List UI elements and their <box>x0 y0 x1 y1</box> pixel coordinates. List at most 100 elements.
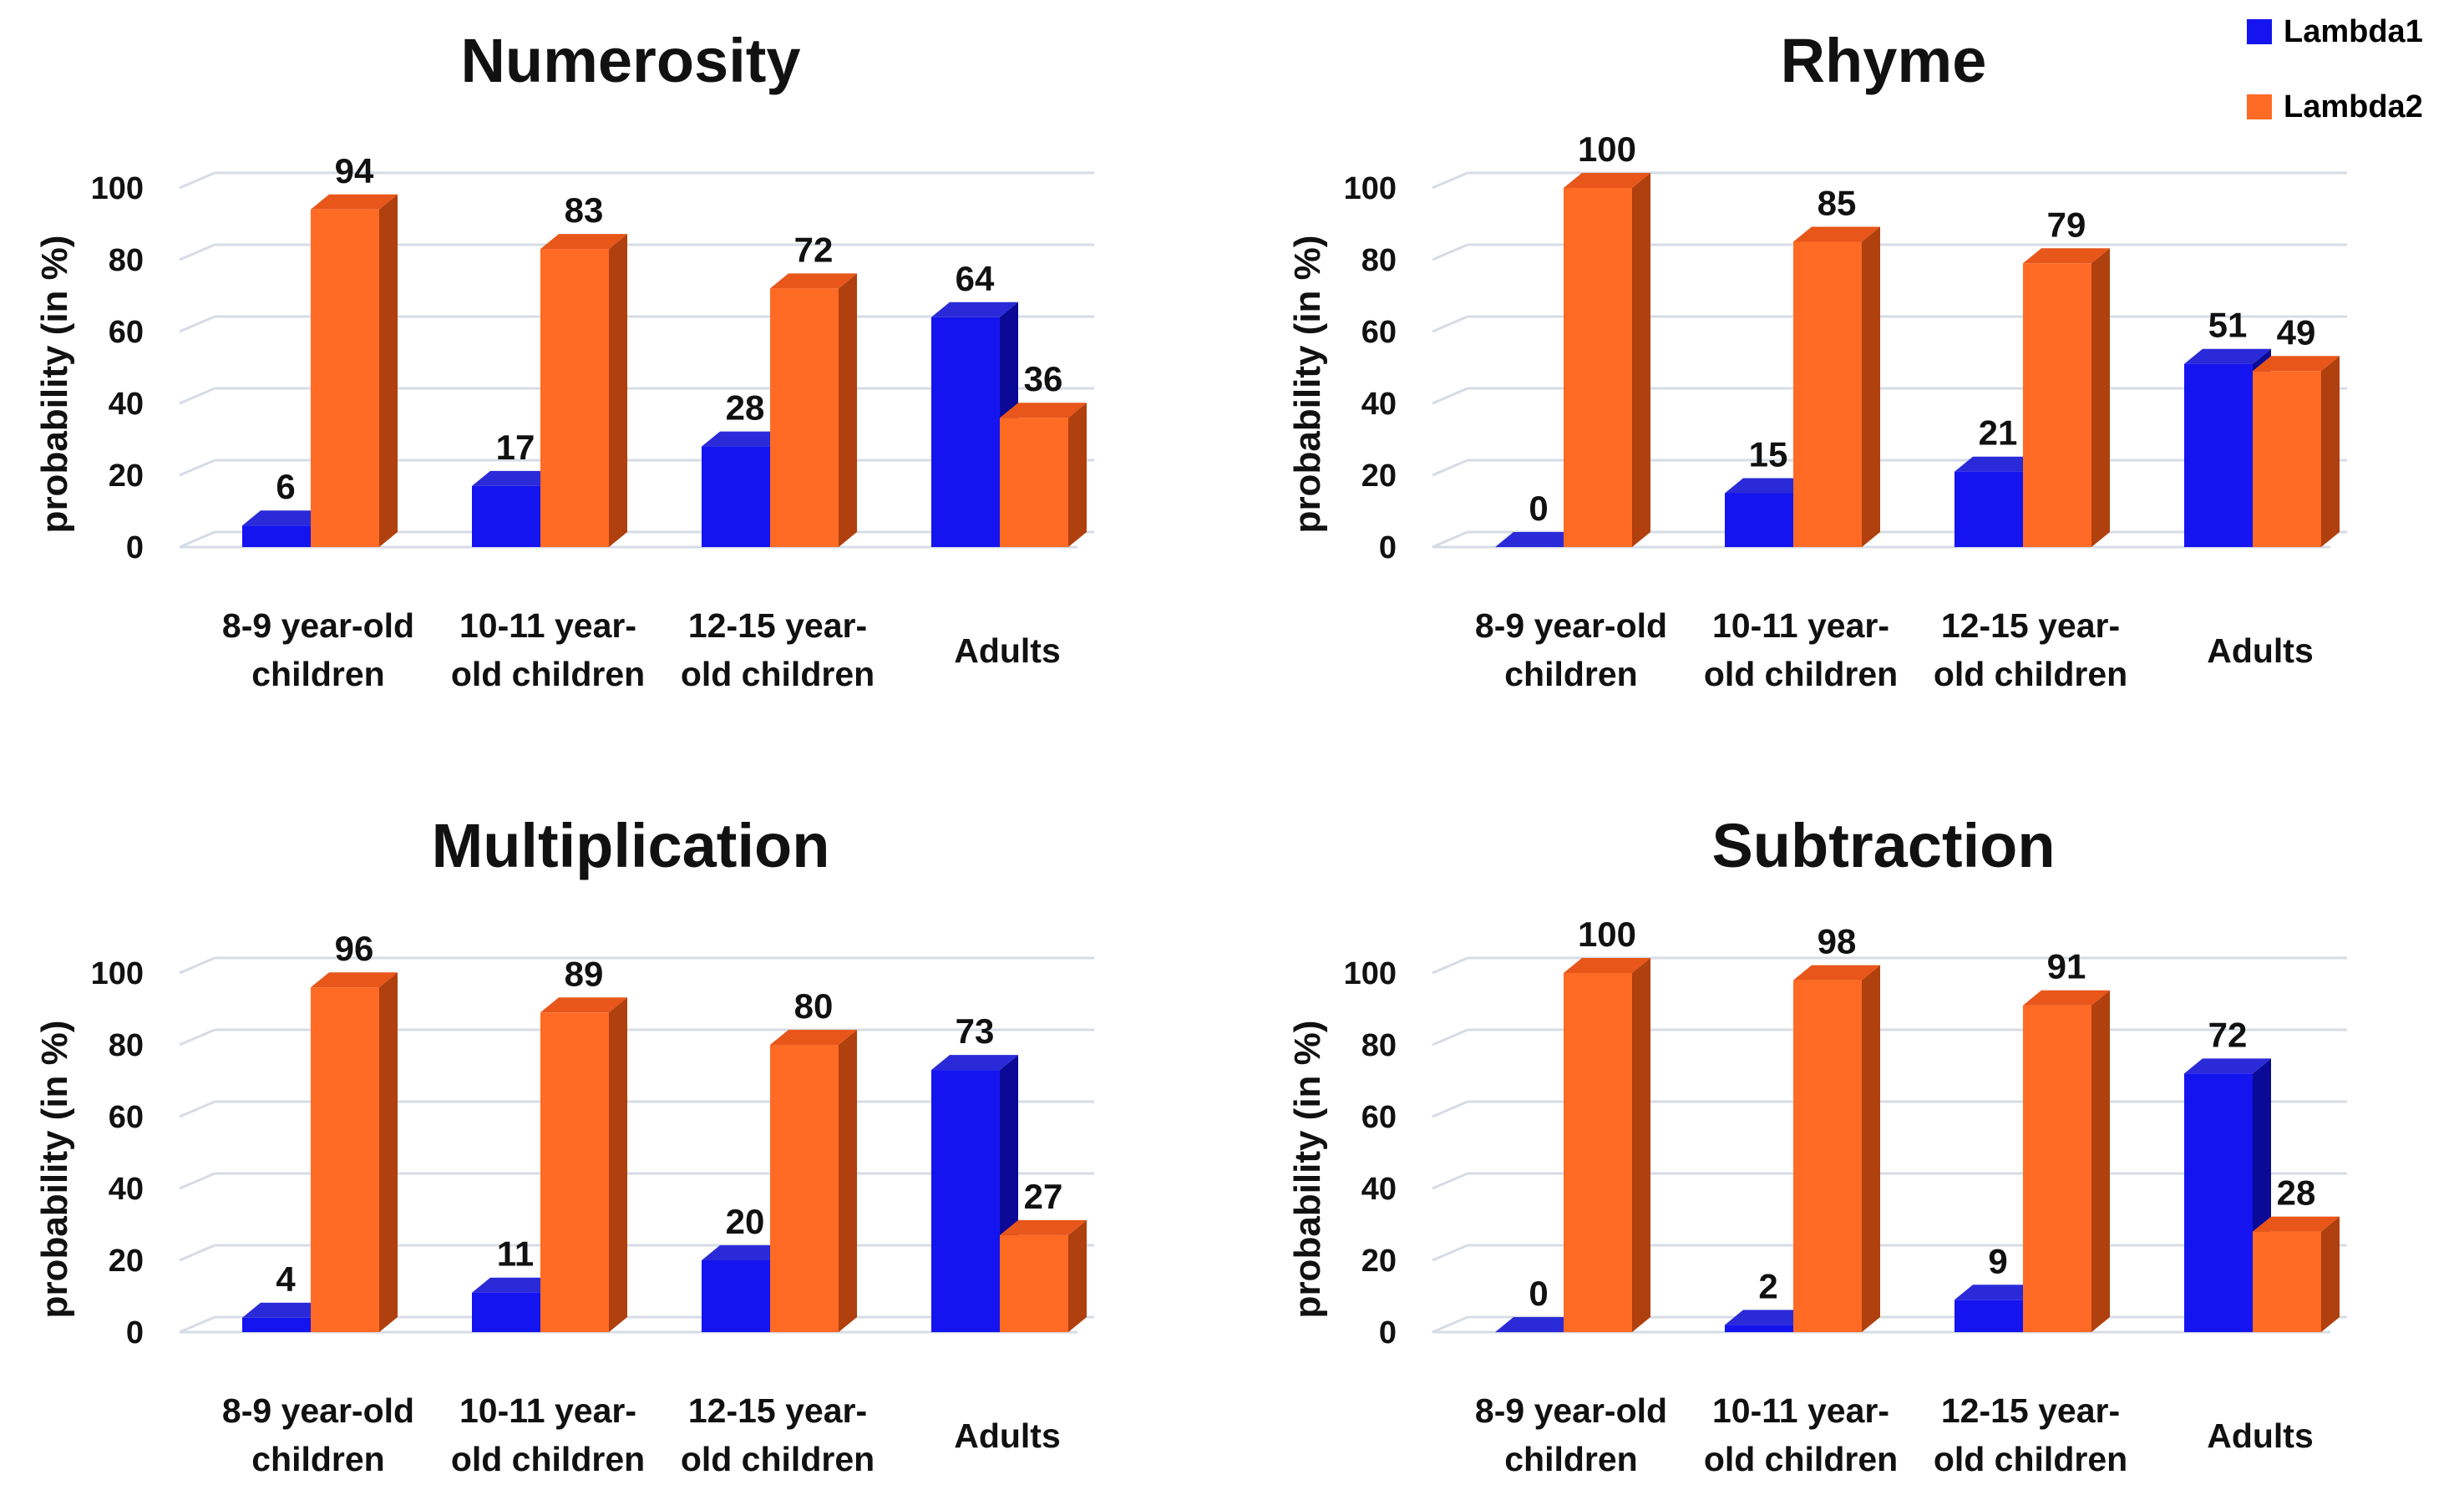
data-label: 28 <box>726 388 765 428</box>
y-tick-label: 60 <box>1361 315 1397 350</box>
bar-top <box>1725 478 1812 494</box>
bar-top <box>1564 173 1650 188</box>
bar-side <box>1632 958 1650 1332</box>
bar-front <box>311 209 379 548</box>
y-tick-label: 40 <box>109 1172 144 1207</box>
bar-side <box>1068 1219 1087 1332</box>
bar-front <box>1000 418 1068 547</box>
data-label: 11 <box>497 1234 534 1274</box>
chart-panel-rhyme: Rhyme 0 20 40 60 80 100 probability (in %) 0 15 21… <box>1287 26 2347 693</box>
x-tick-label: 10-11 year- <box>1712 606 1889 645</box>
bar-front <box>770 288 839 547</box>
x-tick-label: old children <box>1704 1440 1898 1478</box>
bar-side <box>1068 403 1087 547</box>
x-tick-label: Adults <box>954 631 1061 670</box>
bar-side <box>379 194 398 548</box>
bar-top <box>2253 356 2340 372</box>
x-tick-label: children <box>1504 655 1637 693</box>
bar-front <box>1954 471 2023 547</box>
data-label: 72 <box>794 230 834 269</box>
bar-lambda2 <box>1564 173 1650 547</box>
y-tick-label: 80 <box>109 1028 144 1063</box>
data-label: 98 <box>1818 922 1857 961</box>
legend-label-lambda2: Lambda2 <box>2284 89 2423 124</box>
bar-top <box>1564 958 1650 973</box>
y-tick-label: 100 <box>1344 171 1397 206</box>
bar-lambda2 <box>540 234 627 547</box>
legend-label-lambda1: Lambda1 <box>2284 13 2423 49</box>
data-label: 83 <box>565 190 604 230</box>
x-tick-label: children <box>1504 1440 1637 1478</box>
data-label: 100 <box>1578 915 1636 954</box>
data-label: 73 <box>956 1011 995 1051</box>
data-label: 51 <box>2208 306 2248 345</box>
y-tick-label: 0 <box>1379 1315 1397 1351</box>
y-tick-label: 20 <box>109 459 144 494</box>
gridline-depth <box>1432 171 1468 190</box>
y-tick-label: 20 <box>109 1244 144 1279</box>
bar-lambda2 <box>1793 226 1880 547</box>
gridline-depth <box>1432 1028 1468 1046</box>
bar-front <box>702 1260 770 1332</box>
y-tick-label: 80 <box>109 243 144 278</box>
y-tick-label: 100 <box>1344 956 1397 991</box>
x-tick-label: old children <box>451 1440 645 1478</box>
x-tick-label: 8-9 year-old <box>222 606 414 645</box>
bar-side <box>609 234 627 547</box>
bar-lambda2 <box>540 997 627 1332</box>
y-axis-label: probability (in %) <box>1287 236 1328 534</box>
data-label: 28 <box>2277 1173 2316 1213</box>
bar-top <box>1725 1310 1812 1325</box>
bar-side <box>839 1030 857 1332</box>
x-tick-label: 12-15 year- <box>1941 1391 2120 1430</box>
chart-title: Numerosity <box>460 26 800 95</box>
y-tick-label: 40 <box>109 387 144 422</box>
bar-lambda1 <box>242 510 329 547</box>
bar-top <box>1954 1285 2041 1300</box>
gridline-depth <box>179 315 215 333</box>
data-label: 80 <box>794 986 834 1026</box>
data-label: 27 <box>1024 1177 1063 1216</box>
chart-title: Subtraction <box>1711 811 2055 880</box>
data-label: 0 <box>1529 1274 1548 1313</box>
bar-top <box>311 972 398 988</box>
bar-front <box>242 1317 311 1332</box>
data-label: 6 <box>276 467 295 506</box>
bar-side <box>2321 356 2340 547</box>
chart-panel-multiplication: Multiplication 0 20 40 60 80 100 probability (i… <box>34 811 1094 1478</box>
bar-front <box>540 1012 609 1332</box>
data-label: 91 <box>2047 947 2086 986</box>
bar-lambda2 <box>311 194 398 548</box>
gridline-depth <box>1432 1244 1468 1262</box>
bar-top <box>1793 226 1880 242</box>
gridline-depth <box>1432 1100 1468 1118</box>
bar-front <box>472 1292 540 1332</box>
y-tick-label: 60 <box>109 315 144 350</box>
gridline-depth <box>179 387 215 405</box>
gridline-depth <box>179 1028 215 1046</box>
bar-front <box>1725 493 1793 547</box>
bar-top <box>540 234 627 250</box>
gridline-depth <box>179 243 215 261</box>
bar-side <box>609 997 627 1332</box>
x-tick-label: old children <box>1934 655 2127 693</box>
x-tick-label: 12-15 year- <box>1941 606 2120 645</box>
data-label: 36 <box>1024 359 1063 398</box>
gridline-depth <box>1432 530 1468 549</box>
bar-top <box>2184 1058 2271 1074</box>
x-tick-label: 10-11 year- <box>459 1391 636 1430</box>
bar-top <box>1954 456 2041 472</box>
x-tick-label: 10-11 year- <box>1712 1391 1889 1430</box>
data-label: 2 <box>1758 1266 1777 1305</box>
bar-top <box>2023 990 2110 1006</box>
y-tick-label: 100 <box>91 171 144 206</box>
bar-top <box>311 194 398 210</box>
bar-front <box>770 1045 839 1332</box>
y-axis-label: probability (in %) <box>1287 1021 1328 1319</box>
x-tick-label: Adults <box>2207 1416 2314 1455</box>
bar-front <box>242 525 311 547</box>
gridline-depth <box>179 530 215 549</box>
gridline-depth <box>179 459 215 477</box>
gridline-depth <box>1432 243 1468 261</box>
bar-lambda2 <box>1564 958 1650 1332</box>
